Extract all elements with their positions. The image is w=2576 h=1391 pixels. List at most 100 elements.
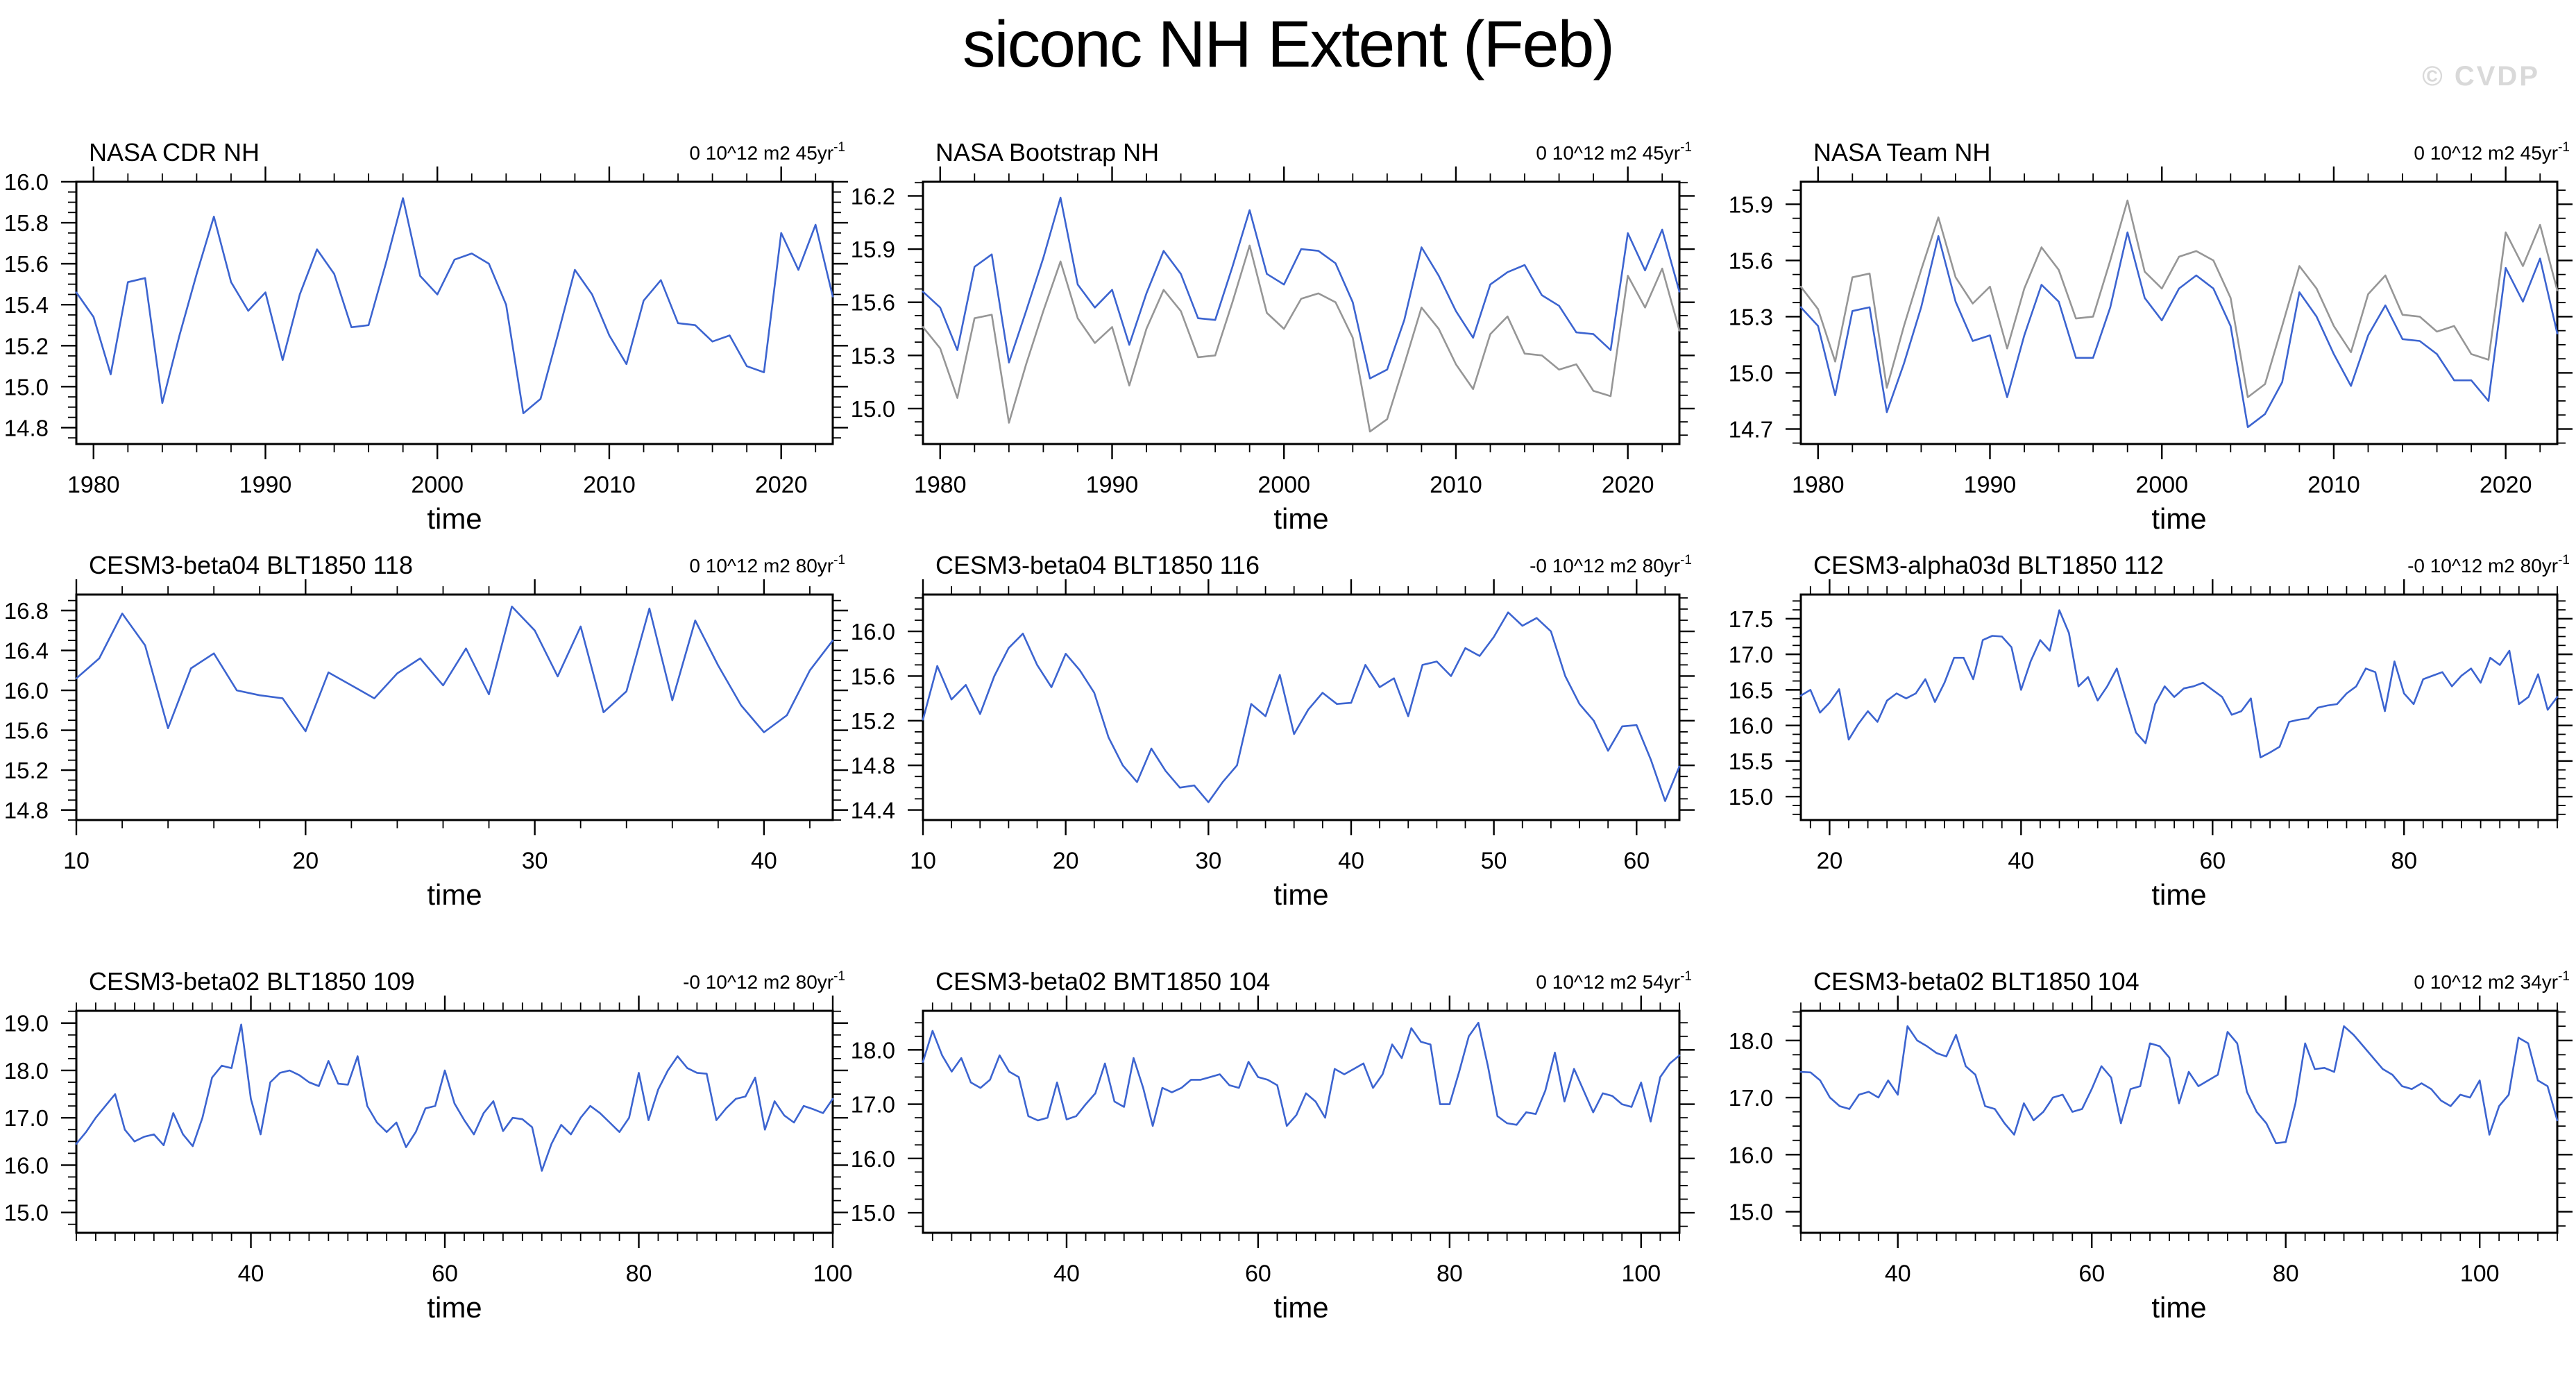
y-tick-label: 16.0 xyxy=(851,619,895,645)
x-tick-label: 10 xyxy=(910,848,936,874)
axis-ticks xyxy=(908,996,1695,1248)
panel-title: NASA CDR NH xyxy=(89,138,260,167)
y-tick-label: 16.0 xyxy=(4,678,49,703)
axis-ticks xyxy=(1786,996,2573,1248)
y-tick-label: 15.9 xyxy=(851,237,895,262)
chart-panel-cesm3-beta04-blt1850-118: 14.8 15.2 15.6 16.0 16.4 16.8 10 20 30 40 CESM3-be… xyxy=(4,551,848,911)
trend-exponent: -1 xyxy=(1680,553,1692,568)
trend-value: -0 10^12 m2 80yr xyxy=(1530,555,1680,577)
x-tick-label: 1980 xyxy=(1792,472,1845,498)
y-tick-label: 15.2 xyxy=(4,758,49,783)
panel-title: CESM3-beta04 BLT1850 116 xyxy=(935,551,1260,579)
plot-frame xyxy=(922,180,1681,445)
x-tick-label: 20 xyxy=(292,848,319,874)
cvdp-watermark: © CVDP xyxy=(2422,61,2540,92)
trend-exponent: -1 xyxy=(1680,969,1692,984)
x-tick-label: 40 xyxy=(1338,848,1364,874)
plot-frame xyxy=(1799,593,2559,821)
y-tick-labels: 14.8 15.0 15.2 15.4 15.6 15.8 16.0 xyxy=(4,169,49,441)
y-tick-label: 15.0 xyxy=(1729,1200,1773,1225)
y-tick-label: 15.0 xyxy=(1729,360,1773,386)
x-tick-label: 60 xyxy=(2078,1261,2105,1287)
axis-ticks xyxy=(908,167,1695,459)
trend-annotation: 0 10^12 m2 54yr-1 xyxy=(1536,969,1692,993)
y-tick-label: 17.0 xyxy=(4,1105,49,1131)
plot-frame xyxy=(1799,1009,2559,1234)
x-axis-label: time xyxy=(2151,878,2206,911)
y-tick-label: 16.4 xyxy=(4,638,49,664)
axis-ticks xyxy=(61,996,848,1248)
y-tick-labels: 14.8 15.2 15.6 16.0 16.4 16.8 xyxy=(4,598,49,823)
plot-frame xyxy=(922,1009,1681,1234)
axis-ticks xyxy=(61,579,848,835)
x-tick-label: 1980 xyxy=(914,472,967,498)
panel-title: CESM3-beta02 BLT1850 104 xyxy=(1813,967,2139,996)
plot-frame xyxy=(75,593,834,821)
trend-value: -0 10^12 m2 80yr xyxy=(2407,555,2558,577)
chart-panel-nasa-cdr-nh: 14.8 15.0 15.2 15.4 15.6 15.8 16.0 1980 1990 2000… xyxy=(4,138,848,535)
series-line-nasa-cdr-nh-reference xyxy=(1799,199,2559,398)
panel-title: CESM3-beta02 BLT1850 109 xyxy=(89,967,415,996)
trend-annotation: -0 10^12 m2 80yr-1 xyxy=(683,969,845,993)
chart-panel-cesm3-alpha03d-blt1850-112: 15.0 15.5 16.0 16.5 17.0 17.5 20 40 60 80 CESM3-al… xyxy=(1729,551,2573,911)
x-tick-label: 60 xyxy=(2199,848,2226,874)
y-tick-labels: 15.0 15.3 15.6 15.9 16.2 xyxy=(851,183,895,421)
axis-ticks xyxy=(61,167,848,459)
y-tick-label: 16.0 xyxy=(1729,713,1773,739)
trend-annotation: 0 10^12 m2 45yr-1 xyxy=(2414,140,2570,164)
y-tick-labels: 14.4 14.8 15.2 15.6 16.0 xyxy=(851,619,895,823)
x-axis-label: time xyxy=(1273,502,1328,535)
x-tick-labels: 10 20 30 40 50 60 xyxy=(910,848,1650,874)
x-tick-label: 40 xyxy=(1053,1261,1080,1287)
trend-value: 0 10^12 m2 54yr xyxy=(1536,971,1680,993)
page-title: siconc NH Extent (Feb) xyxy=(963,8,1615,81)
x-tick-label: 20 xyxy=(1053,848,1079,874)
axis-ticks xyxy=(1786,579,2573,835)
x-tick-label: 30 xyxy=(522,848,548,874)
series-line-nasa-team-nh xyxy=(1799,231,2559,429)
trend-exponent: -1 xyxy=(2558,969,2570,984)
x-tick-label: 40 xyxy=(1885,1261,1911,1287)
chart-panel-cesm3-beta02-blt1850-104: 15.0 16.0 17.0 18.0 40 60 80 100 CESM3-beta02 BL… xyxy=(1729,967,2573,1324)
x-tick-label: 80 xyxy=(626,1261,652,1287)
y-tick-label: 17.0 xyxy=(1729,1085,1773,1111)
chart-panel-cesm3-beta02-blt1850-109: 15.0 16.0 17.0 18.0 19.0 40 60 80 100 CESM3-beta0… xyxy=(4,967,853,1324)
y-tick-label: 16.5 xyxy=(1729,677,1773,703)
trend-exponent: -1 xyxy=(833,969,845,984)
y-tick-label: 18.0 xyxy=(4,1058,49,1084)
x-tick-label: 60 xyxy=(1245,1261,1271,1287)
y-tick-label: 14.7 xyxy=(1729,416,1773,442)
y-tick-labels: 15.0 15.5 16.0 16.5 17.0 17.5 xyxy=(1729,606,1773,810)
trend-exponent: -1 xyxy=(833,140,845,155)
trend-value: 0 10^12 m2 34yr xyxy=(2414,971,2558,993)
x-tick-labels: 1980 1990 2000 2010 2020 xyxy=(914,472,1654,498)
y-tick-label: 15.3 xyxy=(1729,304,1773,330)
y-tick-label: 18.0 xyxy=(851,1037,895,1063)
x-tick-labels: 40 60 80 100 xyxy=(238,1261,853,1287)
y-tick-label: 15.0 xyxy=(1729,784,1773,810)
x-tick-label: 100 xyxy=(1621,1261,1661,1287)
x-tick-label: 40 xyxy=(2008,848,2034,874)
y-tick-labels: 15.0 16.0 17.0 18.0 19.0 xyxy=(4,1011,49,1226)
y-tick-label: 14.8 xyxy=(4,798,49,823)
series-line-cesm3-alpha03d-blt1850-112 xyxy=(1799,609,2559,759)
series-line-cesm3-beta04-blt1850-116 xyxy=(922,611,1681,803)
y-tick-label: 16.0 xyxy=(4,169,49,195)
panel-title: CESM3-beta02 BMT1850 104 xyxy=(935,967,1270,996)
x-tick-labels: 40 60 80 100 xyxy=(1885,1261,2500,1287)
x-tick-label: 60 xyxy=(432,1261,458,1287)
chart-panel-cesm3-beta02-bmt1850-104: 15.0 16.0 17.0 18.0 40 60 80 100 CESM3-beta02 BM… xyxy=(851,967,1695,1324)
trend-annotation: 0 10^12 m2 80yr-1 xyxy=(689,553,845,577)
y-tick-label: 16.0 xyxy=(851,1146,895,1172)
y-tick-label: 16.2 xyxy=(851,183,895,209)
x-tick-label: 2000 xyxy=(411,472,464,498)
x-tick-label: 2010 xyxy=(2307,472,2360,498)
x-tick-label: 1990 xyxy=(239,472,292,498)
y-tick-label: 15.6 xyxy=(1729,248,1773,273)
plot-frame xyxy=(1799,180,2559,445)
y-tick-labels: 15.0 16.0 17.0 18.0 xyxy=(851,1037,895,1226)
y-tick-labels: 14.7 15.0 15.3 15.6 15.9 xyxy=(1729,191,1773,442)
y-tick-label: 15.2 xyxy=(4,333,49,359)
y-tick-label: 15.6 xyxy=(851,290,895,316)
